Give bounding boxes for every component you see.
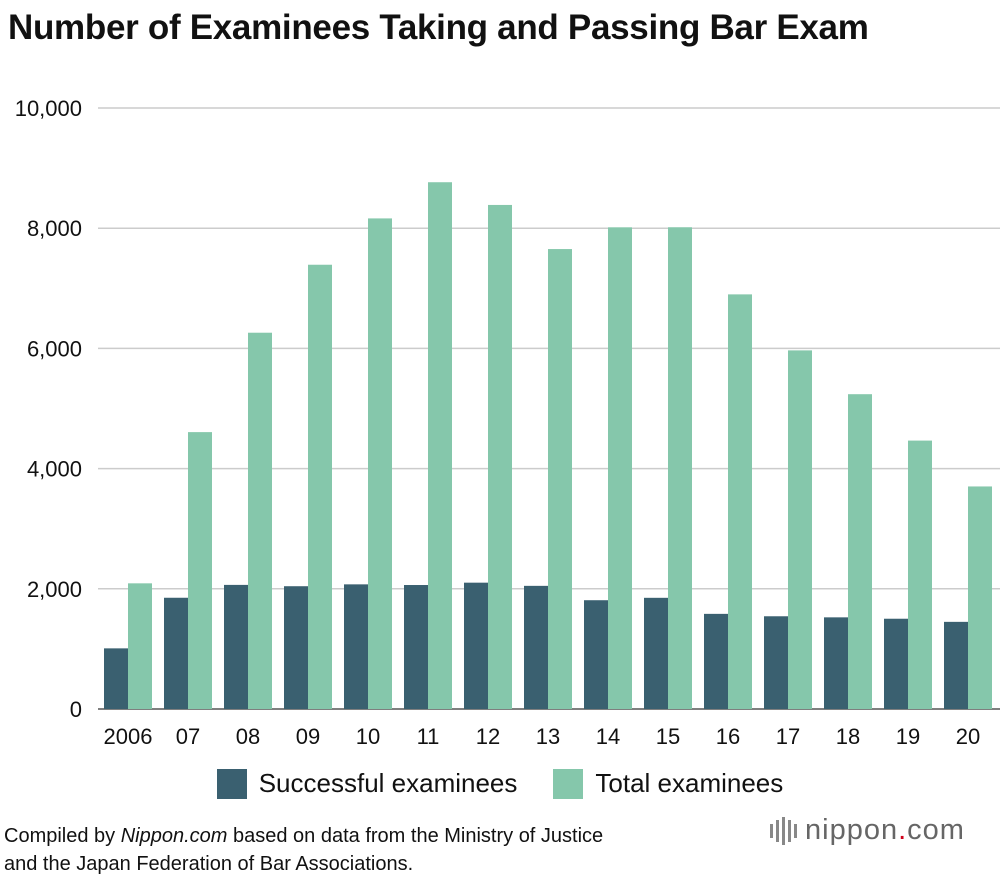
bar-chart: 0 2,000 4,000 6,000 8,000 10,000 2006 07 08 09 10…: [15, 96, 1000, 749]
bar-total: [488, 204, 512, 710]
bar-total: [248, 332, 272, 709]
bar-total: [728, 294, 752, 709]
x-tick-label: 14: [596, 724, 620, 749]
x-tick-label: 2006: [104, 724, 153, 749]
bar-successful: [584, 600, 608, 709]
bars: [104, 182, 992, 710]
bar-successful: [824, 617, 848, 709]
bar-total: [848, 394, 872, 709]
logo-text: nippon: [805, 814, 899, 846]
bar-successful: [704, 613, 728, 709]
footnote-suffix: based on data from the Ministry of Justi…: [227, 825, 604, 847]
bar-successful: [764, 616, 788, 709]
x-tick-label: 17: [776, 724, 800, 749]
logo-dot: .: [898, 814, 908, 846]
legend-label-successful: Successful examinees: [258, 768, 518, 798]
legend: Successful examinees Total examinees: [0, 768, 1000, 799]
legend-swatch-total: [553, 768, 584, 799]
source-footnote: Compiled by Nippon.com based on data fro…: [4, 822, 603, 878]
bar-successful: [344, 584, 368, 709]
x-tick-label: 08: [236, 724, 260, 749]
bar-total: [188, 432, 212, 709]
bar-total: [788, 350, 812, 709]
bar-successful: [164, 597, 188, 709]
bar-total: [428, 182, 452, 709]
bar-total: [548, 249, 572, 710]
bar-total: [668, 227, 692, 709]
x-tick-label: 18: [836, 724, 860, 749]
x-axis-ticks: 2006 07 08 09 10 11 12 13 14 15 16 17 18 19 20: [104, 724, 981, 749]
x-tick-label: 12: [476, 724, 500, 749]
y-tick-label: 8,000: [27, 216, 82, 241]
logo-tld: com: [907, 814, 965, 846]
bar-successful: [644, 597, 668, 709]
bar-successful: [404, 585, 428, 709]
bar-successful: [284, 586, 308, 709]
footnote-source: Nippon.com: [120, 825, 228, 847]
footnote-line-2: and the Japan Federation of Bar Associat…: [4, 853, 414, 875]
x-tick-label: 07: [176, 724, 200, 749]
bar-successful: [884, 618, 908, 709]
x-tick-label: 10: [356, 724, 380, 749]
bar-total: [908, 440, 932, 709]
legend-item-total: Total examinees: [553, 768, 783, 799]
bar-successful: [104, 648, 128, 709]
bar-total: [308, 264, 332, 709]
y-tick-label: 10,000: [15, 96, 82, 121]
y-tick-label: 6,000: [27, 336, 82, 361]
bar-total: [968, 486, 992, 709]
bar-total: [608, 227, 632, 709]
x-tick-label: 13: [536, 724, 560, 749]
legend-item-successful: Successful examinees: [216, 768, 518, 799]
bar-successful: [524, 585, 548, 709]
y-tick-label: 0: [70, 697, 82, 722]
x-tick-label: 20: [956, 724, 980, 749]
bar-successful: [224, 584, 248, 709]
logo-mark-icon: [770, 816, 797, 845]
y-tick-label: 4,000: [27, 457, 82, 482]
x-tick-label: 11: [417, 724, 440, 749]
x-tick-label: 09: [296, 724, 320, 749]
bar-successful: [944, 621, 968, 709]
legend-swatch-successful: [216, 768, 247, 799]
y-tick-label: 2,000: [27, 577, 82, 602]
x-tick-label: 16: [716, 724, 740, 749]
y-axis-ticks: 0 2,000 4,000 6,000 8,000 10,000: [15, 96, 82, 722]
footnote-line-1: Compiled by Nippon.com based on data fro…: [4, 822, 603, 850]
chart-title: Number of Examinees Taking and Passing B…: [8, 8, 869, 47]
x-tick-label: 19: [896, 724, 920, 749]
bar-successful: [464, 582, 488, 709]
bar-total: [128, 583, 152, 709]
nippon-logo: nippon. com: [770, 814, 965, 847]
x-tick-label: 15: [656, 724, 680, 749]
footnote-prefix: Compiled by: [4, 825, 121, 847]
legend-label-total: Total examinees: [595, 768, 784, 798]
bar-total: [368, 218, 392, 710]
